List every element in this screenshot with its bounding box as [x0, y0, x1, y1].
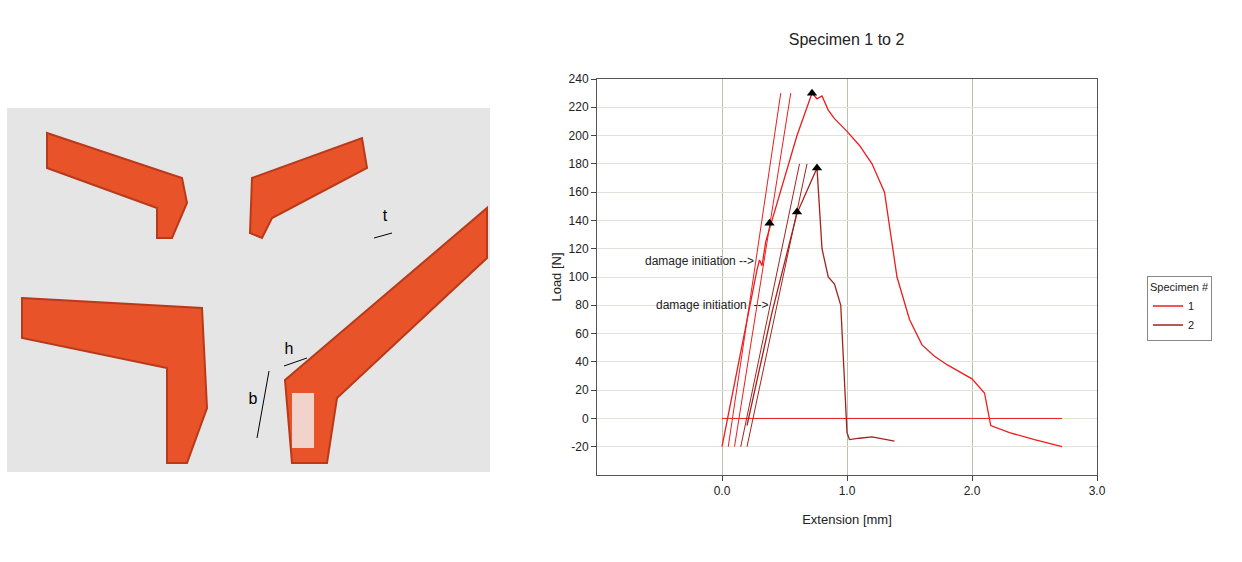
svg-text:h: h	[285, 340, 294, 357]
svg-text:1: 1	[1188, 300, 1194, 312]
svg-text:200: 200	[569, 129, 589, 143]
svg-text:100: 100	[569, 270, 589, 284]
svg-text:2.0: 2.0	[964, 484, 981, 498]
svg-text:240: 240	[569, 72, 589, 86]
svg-text:60: 60	[575, 327, 589, 341]
svg-text:140: 140	[569, 214, 589, 228]
svg-text:2: 2	[1188, 319, 1194, 331]
svg-text:Specimen 1 to 2: Specimen 1 to 2	[789, 31, 905, 48]
svg-text:120: 120	[569, 242, 589, 256]
svg-text:-20: -20	[571, 440, 589, 454]
svg-text:40: 40	[575, 355, 589, 369]
svg-text:0.0: 0.0	[714, 484, 731, 498]
svg-text:180: 180	[569, 157, 589, 171]
svg-text:b: b	[249, 390, 258, 407]
svg-text:Load [N]: Load [N]	[549, 252, 564, 301]
svg-text:damage initiation -->: damage initiation -->	[656, 298, 768, 312]
svg-text:Extension [mm]: Extension [mm]	[802, 512, 892, 527]
svg-text:damage initiation -->: damage initiation -->	[645, 254, 754, 268]
svg-text:1.0: 1.0	[839, 484, 856, 498]
svg-text:80: 80	[575, 298, 589, 312]
svg-text:t: t	[383, 207, 388, 224]
svg-text:3.0: 3.0	[1089, 484, 1106, 498]
svg-text:20: 20	[575, 383, 589, 397]
svg-text:160: 160	[569, 185, 589, 199]
svg-text:220: 220	[569, 100, 589, 114]
svg-text:0: 0	[582, 412, 589, 426]
svg-text:Specimen #: Specimen #	[1150, 281, 1209, 293]
